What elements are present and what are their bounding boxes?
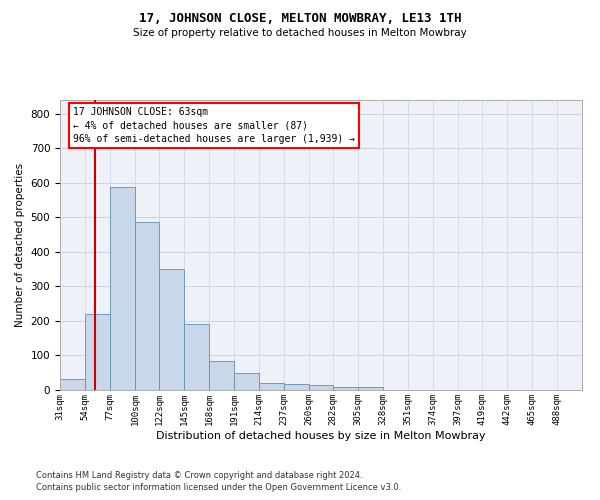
- Bar: [358, 387, 383, 390]
- Bar: [85, 314, 110, 390]
- Bar: [333, 387, 358, 390]
- Bar: [184, 324, 209, 390]
- Bar: [309, 385, 333, 390]
- Bar: [209, 360, 234, 390]
- Bar: [234, 372, 259, 390]
- Bar: [60, 379, 85, 390]
- Text: Contains public sector information licensed under the Open Government Licence v3: Contains public sector information licen…: [36, 483, 401, 492]
- Bar: [284, 384, 309, 390]
- Bar: [159, 269, 184, 390]
- Text: 17 JOHNSON CLOSE: 63sqm
← 4% of detached houses are smaller (87)
96% of semi-det: 17 JOHNSON CLOSE: 63sqm ← 4% of detached…: [73, 108, 355, 144]
- X-axis label: Distribution of detached houses by size in Melton Mowbray: Distribution of detached houses by size …: [156, 430, 486, 440]
- Y-axis label: Number of detached properties: Number of detached properties: [15, 163, 25, 327]
- Text: 17, JOHNSON CLOSE, MELTON MOWBRAY, LE13 1TH: 17, JOHNSON CLOSE, MELTON MOWBRAY, LE13 …: [139, 12, 461, 26]
- Bar: [110, 187, 135, 390]
- Bar: [135, 222, 159, 390]
- Text: Contains HM Land Registry data © Crown copyright and database right 2024.: Contains HM Land Registry data © Crown c…: [36, 470, 362, 480]
- Text: Size of property relative to detached houses in Melton Mowbray: Size of property relative to detached ho…: [133, 28, 467, 38]
- Bar: [259, 383, 284, 390]
